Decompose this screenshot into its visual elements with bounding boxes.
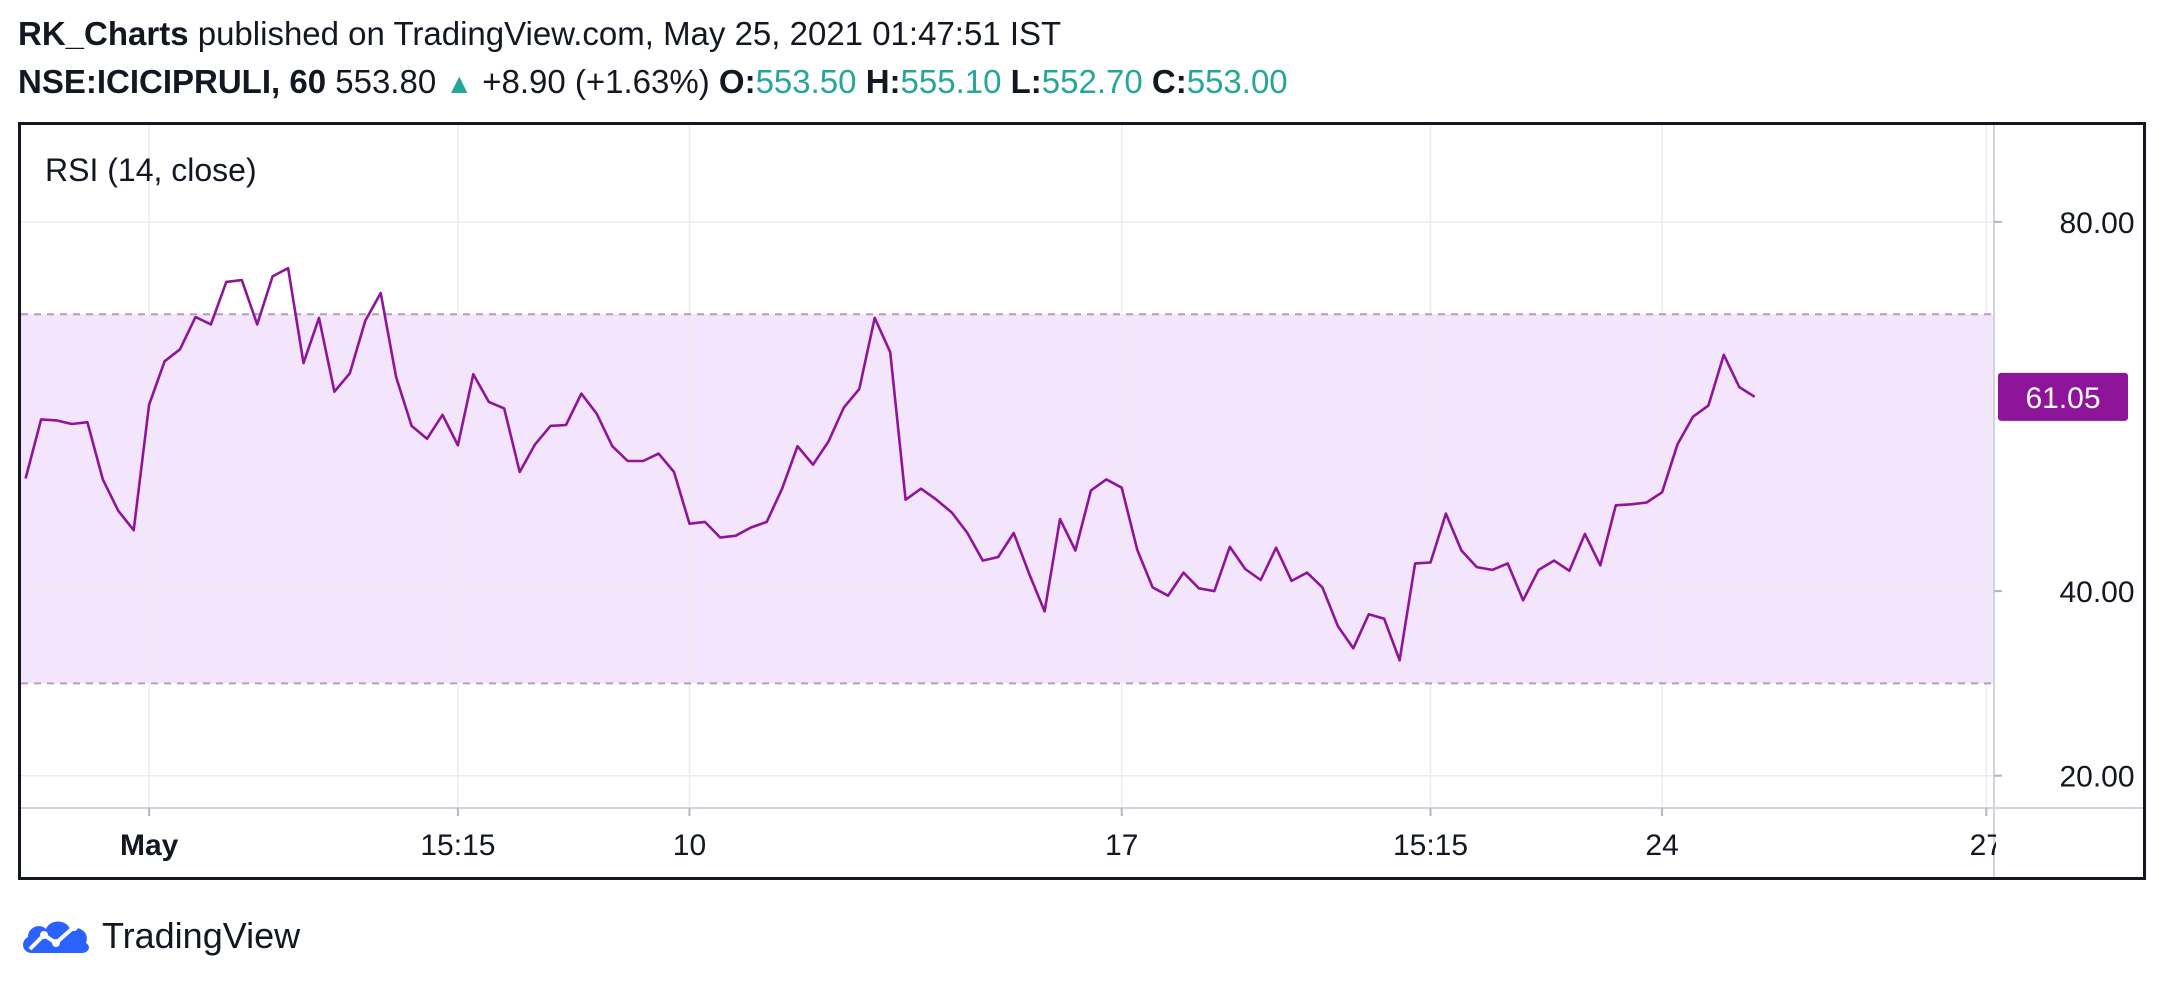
- symbol-label: NSE:ICICIPRULI, 60: [18, 63, 327, 100]
- author-name[interactable]: RK_Charts: [18, 15, 189, 52]
- x-tick-label: 15:15: [1393, 829, 1468, 862]
- symbol-info: NSE:ICICIPRULI, 60 553.80 ▲ +8.90 (+1.63…: [18, 62, 1288, 104]
- last-price: 553.80: [335, 63, 437, 100]
- close-value: 553.00: [1186, 63, 1288, 100]
- low-value: 552.70: [1041, 63, 1143, 100]
- high-label: H:: [865, 63, 901, 100]
- x-tick-label: 24: [1645, 829, 1678, 862]
- rsi-chart-panel[interactable]: 80.00 40.00 20.00 May 15:15 10 17 15:15 24 27 RSI …: [18, 122, 2146, 880]
- last-value-badge: [1998, 372, 2128, 421]
- open-value: 553.50: [755, 63, 857, 100]
- x-tick-label: 10: [673, 829, 706, 862]
- rsi-band: [21, 314, 1994, 684]
- x-tick-label: 17: [1105, 829, 1138, 862]
- published-text: published on TradingView.com, May 25, 20…: [197, 15, 1062, 52]
- low-label: L:: [1010, 63, 1042, 100]
- indicator-title: RSI (14, close): [45, 152, 257, 188]
- tradingview-cloud-icon[interactable]: [18, 913, 94, 959]
- footer: TradingView: [18, 908, 300, 964]
- rsi-series-line: [24, 266, 1756, 662]
- y-tick-label: 40.00: [2059, 576, 2134, 609]
- publish-info: RK_Charts published on TradingView.com, …: [18, 14, 1061, 54]
- close-label: C:: [1151, 63, 1187, 100]
- price-change: +8.90 (+1.63%): [482, 63, 710, 100]
- y-tick-label: 20.00: [2059, 761, 2134, 794]
- high-value: 555.10: [900, 63, 1002, 100]
- open-label: O:: [718, 63, 756, 100]
- last-value-label: 61.05: [2025, 382, 2100, 415]
- y-tick-label: 80.00: [2059, 207, 2134, 240]
- x-tick-label: May: [120, 829, 179, 862]
- price-axis-corner: [1996, 810, 2143, 877]
- tradingview-brand[interactable]: TradingView: [102, 915, 301, 956]
- x-tick-label: 15:15: [420, 829, 495, 862]
- up-arrow-icon: ▲: [445, 68, 474, 99]
